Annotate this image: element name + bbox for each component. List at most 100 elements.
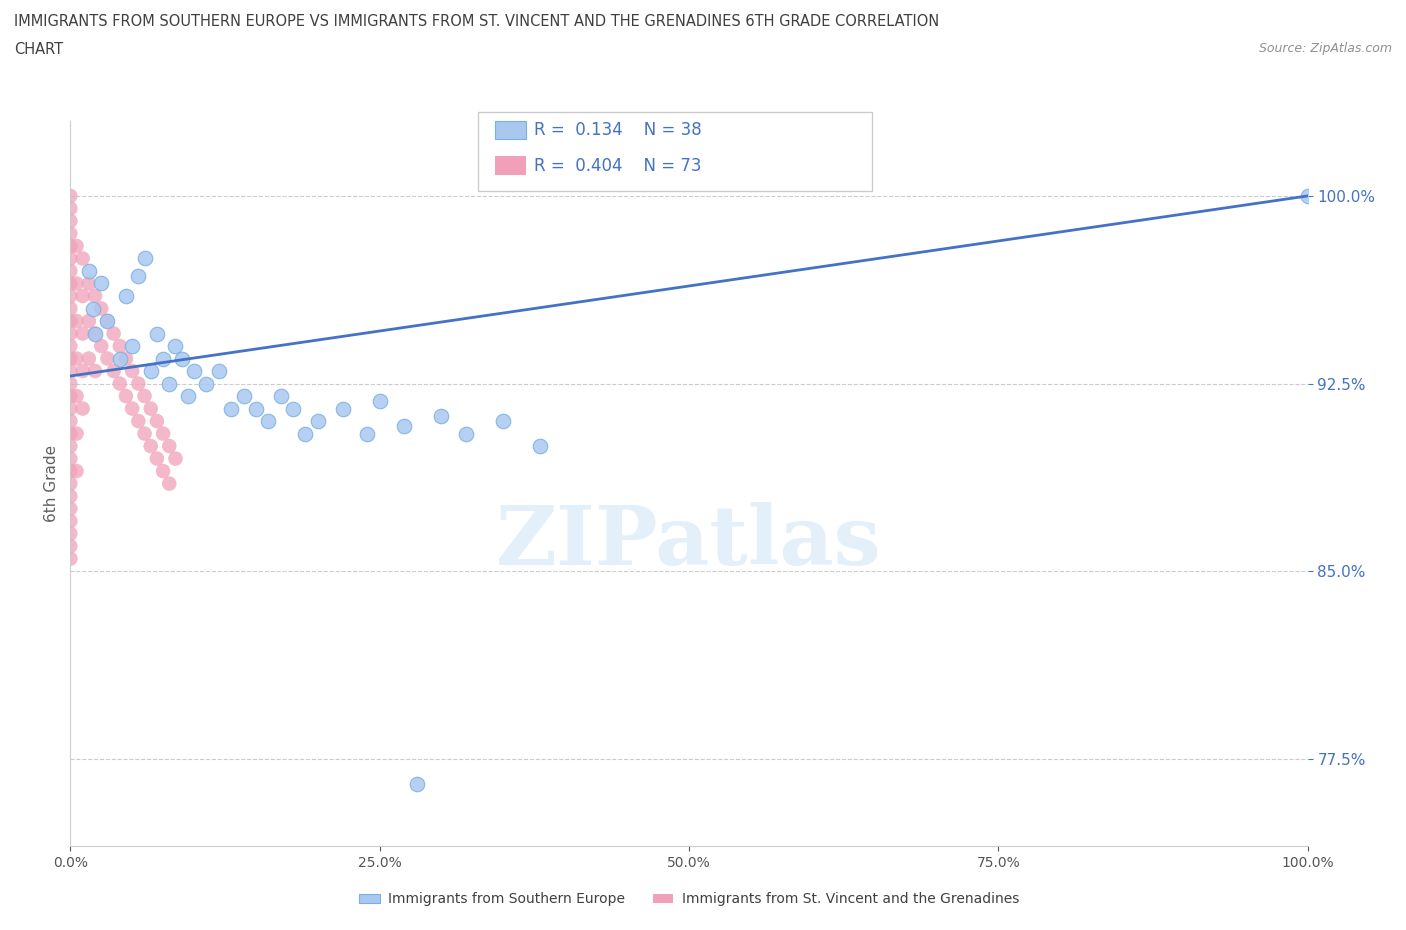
Point bbox=[90, 276, 112, 291]
Point bbox=[72, 364, 94, 379]
Point bbox=[157, 439, 180, 454]
Legend: Immigrants from Southern Europe, Immigrants from St. Vincent and the Grenadines: Immigrants from Southern Europe, Immigra… bbox=[353, 887, 1025, 912]
Point bbox=[257, 414, 280, 429]
Point bbox=[121, 401, 143, 416]
Point bbox=[59, 364, 82, 379]
Point bbox=[139, 364, 162, 379]
Point bbox=[77, 313, 100, 328]
Point bbox=[208, 364, 231, 379]
Point bbox=[121, 364, 143, 379]
Point bbox=[165, 451, 187, 466]
Point bbox=[157, 376, 180, 391]
Point bbox=[270, 389, 292, 404]
Point bbox=[65, 313, 87, 328]
Point bbox=[115, 352, 138, 366]
Point bbox=[103, 326, 125, 341]
Point bbox=[65, 238, 87, 253]
Point bbox=[139, 401, 162, 416]
Point bbox=[134, 251, 156, 266]
Point bbox=[108, 339, 131, 353]
Point bbox=[59, 313, 82, 328]
Point bbox=[59, 551, 82, 566]
Point bbox=[170, 352, 193, 366]
Point bbox=[59, 276, 82, 291]
Point bbox=[177, 389, 200, 404]
Point bbox=[65, 352, 87, 366]
Point bbox=[1296, 189, 1319, 204]
Point bbox=[77, 263, 100, 278]
Point bbox=[59, 326, 82, 341]
Point bbox=[59, 339, 82, 353]
Point bbox=[59, 214, 82, 229]
Point bbox=[108, 376, 131, 391]
Point bbox=[59, 352, 82, 366]
Point bbox=[59, 501, 82, 516]
Text: R =  0.404    N = 73: R = 0.404 N = 73 bbox=[534, 156, 702, 175]
Point bbox=[59, 439, 82, 454]
Point bbox=[72, 326, 94, 341]
Point bbox=[65, 464, 87, 479]
Point bbox=[146, 451, 169, 466]
Point bbox=[65, 426, 87, 441]
Point bbox=[84, 288, 107, 303]
Point bbox=[165, 339, 187, 353]
Point bbox=[59, 389, 82, 404]
Point bbox=[59, 251, 82, 266]
Point bbox=[59, 526, 82, 541]
Point bbox=[121, 339, 143, 353]
Point bbox=[152, 352, 174, 366]
Point bbox=[59, 414, 82, 429]
Point bbox=[245, 401, 267, 416]
Point bbox=[430, 408, 453, 423]
Point bbox=[134, 389, 156, 404]
Point bbox=[108, 352, 131, 366]
Point bbox=[127, 269, 149, 284]
Point bbox=[59, 376, 82, 391]
Point bbox=[90, 339, 112, 353]
Point bbox=[65, 389, 87, 404]
Point bbox=[65, 276, 87, 291]
Point bbox=[152, 464, 174, 479]
Point bbox=[59, 401, 82, 416]
Point bbox=[84, 364, 107, 379]
Point bbox=[103, 364, 125, 379]
Point bbox=[529, 439, 551, 454]
Point bbox=[456, 426, 478, 441]
Point bbox=[59, 464, 82, 479]
Point bbox=[96, 313, 118, 328]
Point bbox=[59, 513, 82, 528]
Point bbox=[72, 288, 94, 303]
Point bbox=[59, 451, 82, 466]
Point bbox=[195, 376, 218, 391]
Point bbox=[59, 488, 82, 503]
Point bbox=[59, 189, 82, 204]
Point bbox=[294, 426, 316, 441]
Point bbox=[232, 389, 254, 404]
Point bbox=[59, 476, 82, 491]
Point bbox=[84, 326, 107, 341]
Point bbox=[77, 352, 100, 366]
Point bbox=[368, 393, 391, 408]
Point bbox=[90, 301, 112, 316]
Point bbox=[281, 401, 304, 416]
Text: Source: ZipAtlas.com: Source: ZipAtlas.com bbox=[1258, 42, 1392, 55]
Point bbox=[82, 301, 104, 316]
Point bbox=[59, 238, 82, 253]
Text: IMMIGRANTS FROM SOUTHERN EUROPE VS IMMIGRANTS FROM ST. VINCENT AND THE GRENADINE: IMMIGRANTS FROM SOUTHERN EUROPE VS IMMIG… bbox=[14, 14, 939, 29]
Point bbox=[72, 251, 94, 266]
Point bbox=[96, 352, 118, 366]
Point bbox=[152, 426, 174, 441]
Point bbox=[115, 288, 138, 303]
Point bbox=[134, 426, 156, 441]
Point bbox=[59, 538, 82, 553]
Point bbox=[59, 263, 82, 278]
Point bbox=[77, 276, 100, 291]
Point bbox=[59, 226, 82, 241]
Y-axis label: 6th Grade: 6th Grade bbox=[44, 445, 59, 522]
Point bbox=[84, 326, 107, 341]
Point bbox=[59, 288, 82, 303]
Point bbox=[146, 326, 169, 341]
Point bbox=[394, 418, 416, 433]
Point bbox=[96, 313, 118, 328]
Point bbox=[183, 364, 205, 379]
